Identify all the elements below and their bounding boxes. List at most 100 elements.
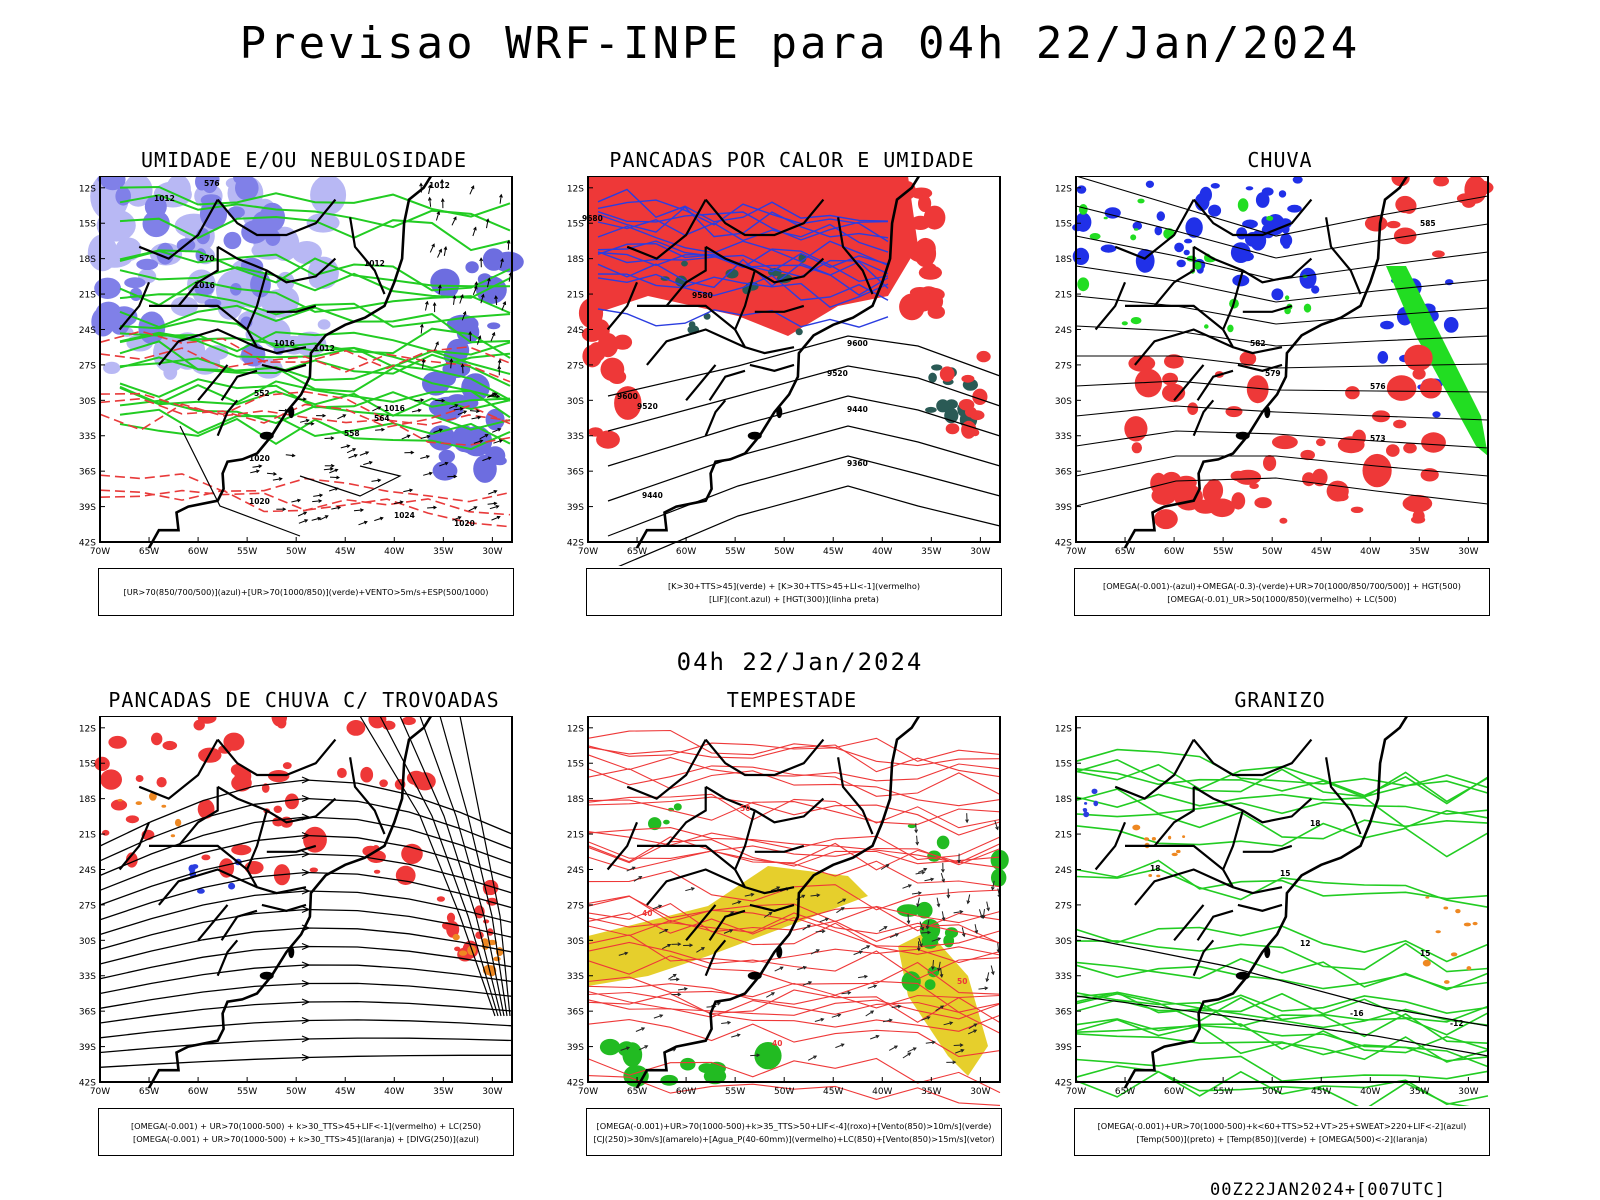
wind-vector-head [866, 945, 871, 949]
wind-vector [968, 1023, 977, 1030]
wind-vector-head [297, 498, 302, 503]
rain-area [1393, 227, 1417, 245]
map-frame [99, 176, 513, 543]
lat-label: 18S [1055, 255, 1072, 265]
wind-vector-head [802, 965, 808, 970]
contour-label: 1012 [154, 194, 175, 203]
heavy-rain-area [1121, 321, 1128, 326]
rain-area [1280, 233, 1293, 248]
wind-vector-head [481, 293, 485, 298]
contour-label: 576 [204, 179, 220, 188]
state-border [665, 786, 707, 847]
wind-vector-head [303, 511, 308, 515]
rain-area [1154, 509, 1178, 530]
water-contour [587, 768, 1001, 807]
rain-area [1421, 432, 1446, 453]
lagoon [1264, 406, 1271, 419]
wind-vector [620, 1047, 630, 1051]
wind-vector [311, 517, 321, 521]
contour-label: 552 [254, 389, 270, 398]
wind-vector-head [701, 947, 705, 951]
legend-line: [OMEGA(-0.001)+UR>70(1000-500)+k>35_TTS>… [596, 1120, 992, 1131]
wind-vector-head [875, 1034, 880, 1039]
wind-vector [891, 1005, 901, 1008]
temp850-contour [1075, 940, 1489, 973]
wind-vector [425, 301, 428, 311]
rain-area [1163, 479, 1186, 498]
lat-label: 33S [567, 972, 584, 982]
wind-vector-head [468, 330, 473, 335]
wind-vector [635, 1027, 645, 1032]
contour-label: 9680 [582, 214, 603, 223]
thickness-contour [99, 330, 511, 370]
wind-vector [439, 462, 448, 467]
lat-label: 15S [1055, 220, 1072, 230]
wind-vector [721, 1021, 731, 1024]
state-border [1221, 810, 1283, 895]
lat-label: 39S [567, 503, 584, 513]
streamline-arrow [301, 1053, 311, 1062]
water-contour [587, 895, 1001, 924]
water-contour [587, 990, 1001, 1020]
convection-area [958, 399, 975, 411]
water-contour [587, 941, 1001, 980]
streamline [99, 1000, 513, 1024]
wind-vector [450, 359, 452, 369]
heavy-rain-area [1284, 307, 1291, 315]
wind-vector [652, 905, 662, 910]
wind-vector-head [319, 493, 324, 498]
lon-label: 60W [676, 1087, 696, 1097]
omega-area [1176, 849, 1181, 854]
lat-label: 30S [567, 397, 584, 407]
state-border [1193, 245, 1313, 284]
wind-area [991, 868, 1007, 887]
wind-vector-head [420, 398, 425, 403]
wind-vector-head [462, 310, 467, 315]
thunderstorm-area [231, 844, 252, 856]
wind-vector-head [624, 951, 629, 956]
heat-area [725, 268, 739, 279]
panel-chuva: CHUVA 585 576 573 579 582 12S 15S 18S 21S 24S 27S 3… [1050, 148, 1550, 628]
wind-vector [451, 216, 457, 226]
thunderstorm-area [108, 735, 127, 749]
wind-vector [487, 278, 490, 288]
contour-label: 40 [772, 1039, 782, 1048]
water-contour [587, 793, 1001, 829]
wind-vector [420, 455, 430, 459]
state-border [749, 903, 795, 912]
coastline [635, 716, 921, 1089]
hail-area [1083, 811, 1090, 818]
lat-label: 39S [1055, 1043, 1072, 1053]
lat-label: 42S [567, 539, 584, 549]
wind-vector [486, 392, 496, 398]
legend-line: [K>30+TTS>45](verde) + [K>30+TTS>45+LI<-… [667, 580, 921, 591]
wind-vector-head [365, 451, 370, 455]
state-border [216, 939, 239, 977]
wind-vector [837, 898, 846, 904]
wind-vector [907, 1047, 917, 1053]
wind-vector [457, 410, 467, 416]
convection-area [923, 205, 946, 230]
lat-label: 33S [1055, 432, 1072, 442]
humidity-area [94, 277, 121, 299]
state-border [1125, 844, 1224, 871]
wind-vector-head [460, 294, 464, 299]
wind-vector [907, 914, 910, 924]
wind-vector-head [864, 974, 869, 979]
wind-vector [961, 927, 965, 937]
wind-vector-head [291, 453, 296, 458]
wind-vector-head [912, 1047, 917, 1051]
water-contour [587, 729, 1001, 762]
streamline-arrow [301, 961, 311, 969]
wind-vector [319, 515, 329, 521]
wind-vector-head [915, 841, 920, 846]
wind-vector [831, 1014, 841, 1018]
height-contour [1075, 455, 1489, 477]
lat-label: 39S [567, 1043, 584, 1053]
rain-area [1128, 355, 1156, 372]
wind-vector [482, 457, 491, 462]
lon-label: 65W [1115, 1087, 1135, 1097]
state-border [1192, 399, 1215, 437]
wind-vector [943, 1022, 953, 1026]
height-contour [618, 485, 1001, 566]
